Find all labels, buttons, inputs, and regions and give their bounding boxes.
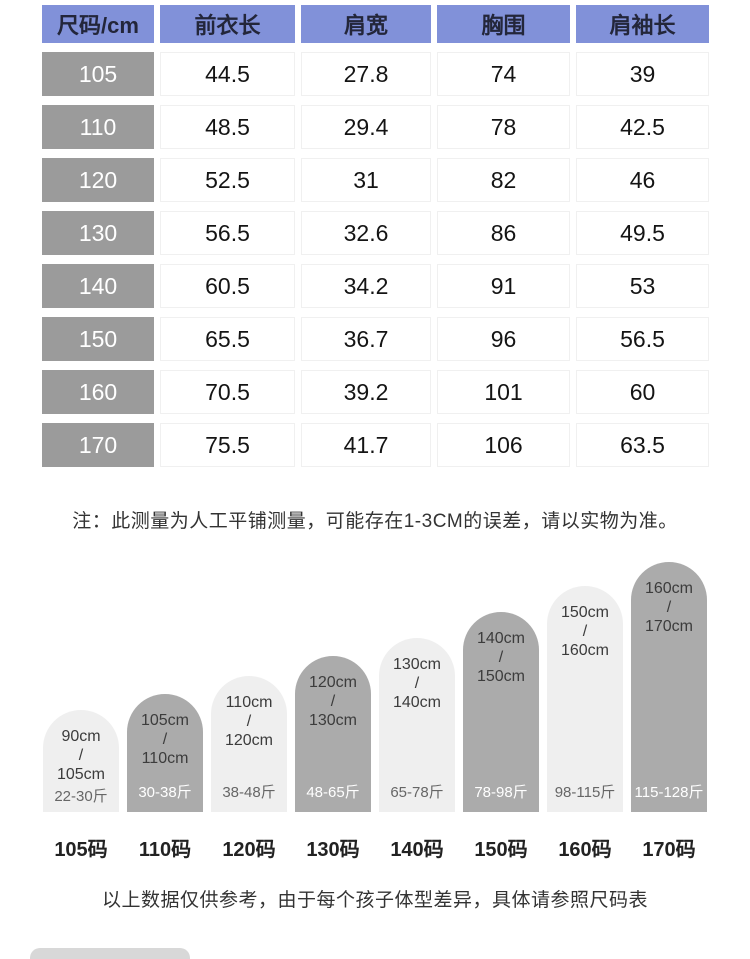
table-data-cell: 44.5 [160, 52, 295, 96]
size-label: 160码 [558, 839, 612, 861]
table-size-cell: 105 [42, 52, 154, 96]
range-separator: / [498, 648, 504, 666]
height-range: 160cm / 170cm [644, 580, 694, 635]
table-data-cell: 65.5 [160, 317, 295, 361]
size-label: 120码 [222, 839, 276, 861]
size-label: 105码 [54, 839, 108, 861]
height-range: 150cm / 160cm [560, 604, 610, 659]
height-range: 140cm / 150cm [476, 630, 526, 685]
table-data-cell: 63.5 [576, 423, 709, 467]
table-size-cell: 150 [42, 317, 154, 361]
table-size-cell: 160 [42, 370, 154, 414]
range-separator: / [414, 674, 420, 692]
weight-range: 98-115斤 [554, 784, 616, 801]
size-bar-labels: 105码 110码 120码 130码 140码 150码 160码 170码 [43, 833, 707, 862]
table-data-cell: 39 [576, 52, 709, 96]
table-data-cell: 91 [437, 264, 570, 308]
table-data-cell: 27.8 [301, 52, 431, 96]
weight-range: 78-98斤 [474, 784, 528, 801]
size-bar-chart: 90cm / 105cm 22-30斤 105cm / 110cm 30-38斤… [43, 562, 707, 812]
weight-range: 30-38斤 [138, 784, 192, 801]
table-data-cell: 48.5 [160, 105, 295, 149]
size-table: 尺码/cm 前衣长 肩宽 胸围 肩袖长 105 44.5 27.8 74 39 … [42, 5, 709, 467]
table-data-cell: 53 [576, 264, 709, 308]
size-bar-160: 150cm / 160cm 98-115斤 [547, 586, 623, 812]
table-data-cell: 86 [437, 211, 570, 255]
table-data-cell: 70.5 [160, 370, 295, 414]
height-range: 90cm / 105cm [56, 728, 106, 783]
table-size-cell: 110 [42, 105, 154, 149]
table-data-cell: 56.5 [160, 211, 295, 255]
height-range: 105cm / 110cm [140, 712, 190, 767]
table-size-cell: 120 [42, 158, 154, 202]
weight-range: 38-48斤 [222, 784, 276, 801]
height-range: 110cm / 120cm [224, 694, 274, 749]
size-bar-140: 130cm / 140cm 65-78斤 [379, 638, 455, 812]
table-data-cell: 74 [437, 52, 570, 96]
table-size-cell: 140 [42, 264, 154, 308]
table-size-cell: 170 [42, 423, 154, 467]
table-header-cell: 肩袖长 [576, 5, 709, 43]
range-separator: / [666, 598, 672, 616]
table-data-cell: 96 [437, 317, 570, 361]
measurement-note: 注：此测量为人工平铺测量，可能存在1-3CM的误差，请以实物为准。 [72, 511, 678, 532]
size-bar-130: 120cm / 130cm 48-65斤 [295, 656, 371, 812]
size-bar-170: 160cm / 170cm 115-128斤 [631, 562, 707, 812]
size-bar-105: 90cm / 105cm 22-30斤 [43, 710, 119, 812]
reference-note: 以上数据仅供参考，由于每个孩子体型差异，具体请参照尺码表 [101, 890, 648, 911]
size-label: 170码 [642, 839, 696, 861]
size-bar-120: 110cm / 120cm 38-48斤 [211, 676, 287, 812]
height-range: 130cm / 140cm [392, 656, 442, 711]
table-data-cell: 78 [437, 105, 570, 149]
table-data-cell: 36.7 [301, 317, 431, 361]
table-data-cell: 82 [437, 158, 570, 202]
table-data-cell: 106 [437, 423, 570, 467]
size-label: 140码 [390, 839, 444, 861]
weight-range: 115-128斤 [634, 784, 704, 801]
table-header-cell: 前衣长 [160, 5, 295, 43]
size-bar-110: 105cm / 110cm 30-38斤 [127, 694, 203, 812]
table-data-cell: 29.4 [301, 105, 431, 149]
table-data-cell: 75.5 [160, 423, 295, 467]
table-data-cell: 39.2 [301, 370, 431, 414]
table-data-cell: 41.7 [301, 423, 431, 467]
range-separator: / [582, 622, 588, 640]
table-data-cell: 31 [301, 158, 431, 202]
range-separator: / [246, 712, 252, 730]
table-data-cell: 34.2 [301, 264, 431, 308]
table-data-cell: 56.5 [576, 317, 709, 361]
table-header-cell: 肩宽 [301, 5, 431, 43]
weight-range: 65-78斤 [390, 784, 444, 801]
size-label: 110码 [138, 839, 192, 861]
range-separator: / [330, 692, 336, 710]
weight-range: 48-65斤 [306, 784, 360, 801]
table-header-cell: 胸围 [437, 5, 570, 43]
next-section-peek [30, 948, 190, 959]
table-data-cell: 32.6 [301, 211, 431, 255]
table-data-cell: 46 [576, 158, 709, 202]
range-separator: / [162, 730, 168, 748]
weight-range: 22-30斤 [54, 787, 108, 805]
size-label: 150码 [474, 839, 528, 861]
table-size-cell: 130 [42, 211, 154, 255]
table-data-cell: 52.5 [160, 158, 295, 202]
table-data-cell: 60.5 [160, 264, 295, 308]
table-data-cell: 49.5 [576, 211, 709, 255]
height-range: 120cm / 130cm [308, 674, 358, 729]
table-header-cell: 尺码/cm [42, 5, 154, 43]
range-separator: / [78, 746, 84, 764]
table-data-cell: 42.5 [576, 105, 709, 149]
size-bar-150: 140cm / 150cm 78-98斤 [463, 612, 539, 812]
size-label: 130码 [306, 839, 360, 861]
table-data-cell: 101 [437, 370, 570, 414]
table-data-cell: 60 [576, 370, 709, 414]
